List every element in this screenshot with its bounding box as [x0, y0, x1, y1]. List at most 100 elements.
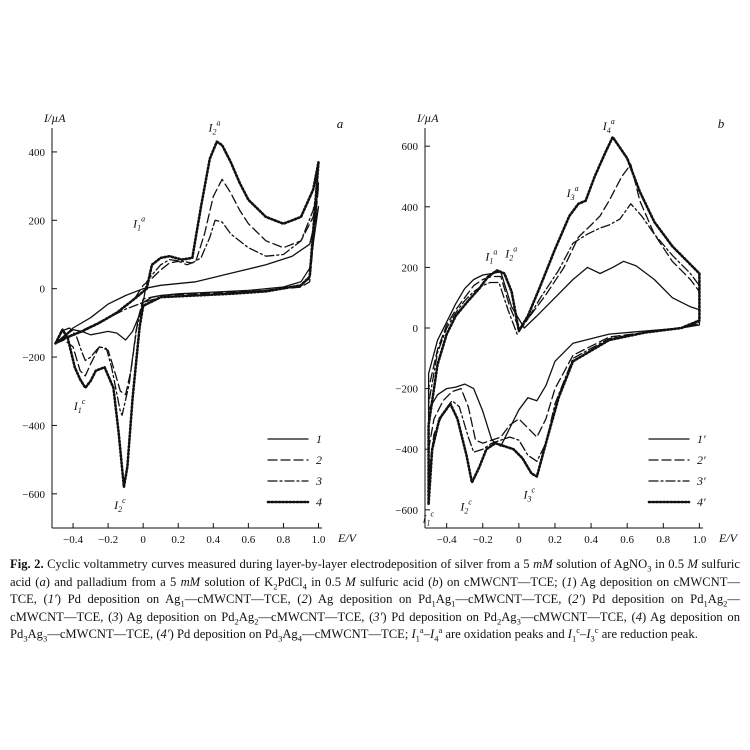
chart-panel-b: −0.4 −0.2 0 0.2 0.4 0.6 0.8 1.0 −600 −400 −200 0 200…	[395, 111, 738, 546]
peak-main: I	[484, 249, 490, 263]
caption-part: 3	[278, 633, 283, 644]
caption-part: 1	[180, 598, 185, 609]
caption-part: —cMWCNT—TCE, (	[520, 609, 636, 624]
caption-part: 3	[42, 633, 48, 644]
caption-part: I	[567, 627, 572, 642]
legend-label: 2′	[697, 453, 706, 467]
caption-part: Ag	[435, 592, 452, 607]
y-tick-label: −400	[395, 444, 418, 456]
peak-main: I	[421, 512, 427, 526]
peak-label: I2c	[113, 496, 126, 514]
caption-part: Ag	[282, 627, 298, 642]
y-tick-label: 400	[29, 147, 46, 159]
caption-part: 4′	[160, 627, 170, 642]
caption-part: 1	[703, 598, 708, 609]
y-tick-label: 200	[29, 215, 46, 227]
x-tick-label: 0.8	[656, 534, 670, 546]
caption-part: ) and palladium from a 5	[45, 574, 181, 589]
x-axis-title: E/V	[337, 531, 358, 545]
peak-main: I	[602, 119, 608, 133]
caption-part: Ag	[238, 609, 255, 624]
peak-sub: 2	[213, 128, 217, 137]
peak-sub: 2	[118, 505, 122, 514]
caption-part: Cyclic voltammetry curves measured durin…	[43, 557, 534, 571]
series-line-3	[54, 182, 320, 416]
caption-part: ) Ag deposition on cMWCNT—TCE, (	[10, 574, 740, 607]
caption-part: sulfuric acid (	[10, 557, 740, 589]
x-tick-label: 0.4	[584, 534, 598, 546]
panel-letter: b	[718, 116, 725, 131]
caption-part: I	[411, 627, 416, 642]
peak-label: I2c	[459, 498, 472, 516]
peak-label: I1c	[421, 510, 434, 528]
caption-part: 1	[431, 598, 436, 609]
peak-sup: a	[611, 117, 615, 126]
x-tick-label: 0.8	[277, 534, 291, 546]
caption-part: 3	[112, 609, 119, 624]
caption-part: a	[419, 625, 424, 636]
peak-label: I2a	[504, 244, 517, 262]
caption-part: –	[580, 627, 587, 642]
x-tick-label: −0.2	[98, 534, 118, 546]
series-line-4	[54, 140, 320, 489]
x-tick-label: 0	[140, 534, 146, 546]
peak-main: I	[73, 399, 79, 413]
peak-sub: 3	[527, 494, 532, 503]
y-tick-label: −200	[395, 384, 418, 396]
caption-part: b	[432, 574, 439, 589]
peak-sub: 1	[78, 406, 82, 415]
caption-part: mM	[180, 574, 201, 589]
peak-main: I	[113, 498, 119, 512]
x-tick-label: −0.2	[473, 534, 493, 546]
series-line-1	[427, 260, 701, 447]
x-tick-label: 0.6	[620, 534, 634, 546]
x-tick-label: −0.4	[437, 534, 457, 546]
peak-label: I4a	[602, 117, 615, 135]
caption-part: 2	[496, 616, 502, 627]
legend-label: 2	[316, 453, 322, 467]
figure-caption: Fig. 2. Cyclic voltammetry curves measur…	[10, 556, 740, 644]
x-axis-title: E/V	[718, 531, 739, 545]
peak-label: I1a	[132, 214, 145, 232]
y-tick-label: −400	[22, 420, 45, 432]
caption-part: 4	[302, 581, 307, 592]
peak-sub: 1	[426, 519, 430, 528]
caption-part: solution of AgNO	[552, 557, 648, 571]
caption-part: ) Ag deposition on Pd	[10, 609, 740, 642]
caption-part: ) on cMWCNT—TCE; (	[438, 574, 567, 589]
caption-part: 2	[273, 581, 278, 592]
y-tick-label: −600	[395, 505, 418, 517]
caption-part: ) Pd deposition on Pd	[382, 609, 497, 624]
caption-part: Ag	[27, 627, 43, 642]
caption-part: I	[430, 627, 435, 642]
caption-part: in 0.5	[306, 574, 346, 589]
y-axis-title: I/µA	[416, 111, 439, 125]
series-line-2	[427, 163, 701, 450]
caption-part: ) Ag deposition on Pd	[118, 609, 235, 624]
y-tick-label: 200	[402, 262, 419, 274]
peak-sub: 1	[489, 256, 493, 265]
caption-part: ) Pd deposition on Pd	[581, 592, 704, 607]
peak-sup: c	[468, 498, 472, 507]
caption-part: 1	[415, 633, 420, 644]
caption-part: ) Ag deposition on Pd	[307, 592, 432, 607]
caption-part: in 0.5	[651, 557, 688, 571]
caption-part: M	[687, 557, 699, 571]
caption-part: 3	[590, 633, 595, 644]
caption-part: —cMWCNT—TCE, (	[47, 627, 161, 642]
peak-sup: c	[122, 496, 126, 505]
peak-main: I	[504, 246, 510, 260]
caption-part: 4	[297, 633, 302, 644]
caption-part: M	[345, 574, 356, 589]
x-tick-label: 1.0	[693, 534, 707, 546]
caption-part: 2	[723, 598, 728, 609]
caption-part: sulfuric acid (	[355, 574, 433, 589]
caption-part: 3′	[373, 609, 383, 624]
legend-label: 3	[315, 474, 322, 488]
caption-part: I	[586, 627, 591, 642]
peak-main: I	[208, 121, 214, 135]
peak-sub: 3	[570, 193, 575, 202]
caption-part: 2	[301, 592, 308, 607]
peak-sup: a	[575, 184, 579, 193]
peak-main: I	[566, 186, 572, 200]
